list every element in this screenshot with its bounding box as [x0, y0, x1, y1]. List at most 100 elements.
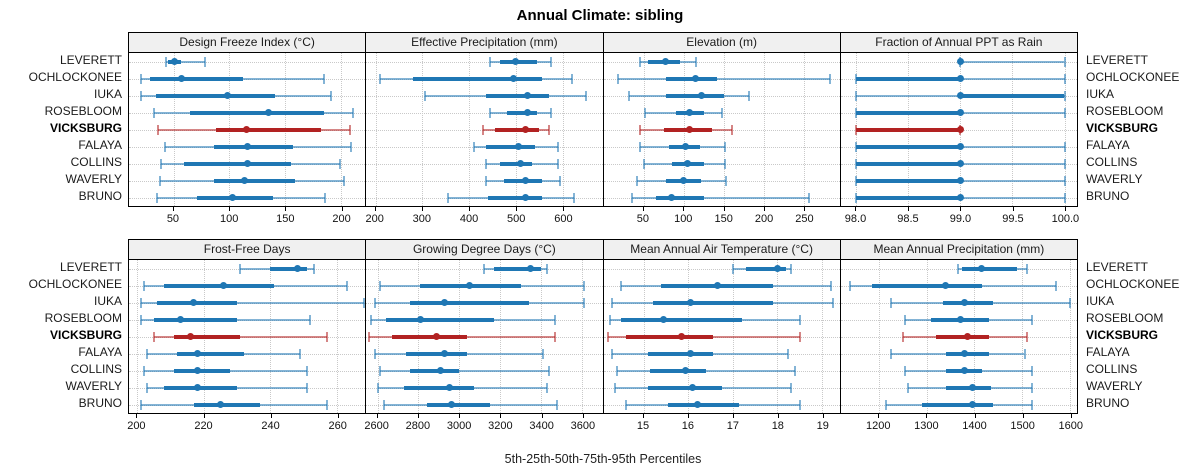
chart-title: Annual Climate: sibling: [516, 7, 684, 24]
whisker-end-cap: [1063, 141, 1066, 152]
axis-tick-label: 99.0: [949, 213, 972, 225]
site-label-column-left: LEVERETT OCHLOCKONEE IUKA ROSEBLOOM VICKSBUR…: [0, 32, 128, 233]
median-dot: [686, 350, 694, 357]
median-dot: [293, 265, 301, 272]
whisker-end-cap: [638, 56, 641, 67]
whisker-end-cap: [1068, 297, 1071, 308]
site-label: COLLINS: [70, 361, 122, 376]
whisker-end-cap: [615, 365, 618, 376]
interquartile-bar: [190, 110, 324, 115]
median-dot: [681, 143, 689, 150]
interquartile-bar: [406, 351, 468, 356]
whisker-end-cap: [731, 263, 734, 274]
whisker-end-cap: [1054, 280, 1057, 291]
median-dot: [660, 316, 668, 323]
median-dot: [956, 160, 964, 167]
panel-plot-area: [602, 260, 841, 414]
panel-title: Mean Annual Precipitation (mm): [839, 239, 1078, 260]
site-label: VICKSBURG: [49, 120, 122, 135]
whisker-end-cap: [139, 297, 142, 308]
whisker-end-cap: [855, 90, 858, 101]
whisker-line: [140, 301, 364, 304]
whisker-end-cap: [1030, 314, 1033, 325]
panel-fraction-of-annual-ppt-as-rain: Fraction of Annual PPT as Rain 98.0 98.5 99…: [839, 32, 1079, 233]
site-label: WAVERLY: [1086, 171, 1143, 186]
whisker-end-cap: [606, 331, 609, 342]
axis-tick: [687, 414, 689, 418]
panel-plot-area: [128, 53, 367, 207]
whisker-end-cap: [1063, 56, 1066, 67]
axis-tick: [337, 414, 339, 418]
whisker-end-cap: [636, 175, 639, 186]
axis-tick-label: 1200: [866, 420, 891, 432]
axis-tick-label: 1300: [914, 420, 939, 432]
axis-tick: [822, 414, 824, 418]
x-axis: 1200 1300 1400 1500 1600: [840, 414, 1083, 440]
median-dot: [243, 160, 251, 167]
whisker-end-cap: [1030, 399, 1033, 410]
whisker-end-cap: [889, 297, 892, 308]
x-axis: 15 16 17 18 19: [603, 414, 841, 440]
whisker-end-cap: [644, 107, 647, 118]
axis-tick-label: 1400: [962, 420, 987, 432]
whisker-end-cap: [546, 263, 549, 274]
median-dot: [693, 401, 701, 408]
axis-tick-label: 18: [771, 420, 784, 432]
interquartile-bar: [856, 144, 961, 149]
whisker-end-cap: [239, 263, 242, 274]
whisker-end-cap: [829, 280, 832, 291]
interquartile-bar: [648, 385, 722, 390]
median-dot: [177, 75, 185, 82]
axis-tick: [1070, 414, 1072, 418]
interquartile-bar: [155, 93, 275, 98]
whisker-end-cap: [323, 73, 326, 84]
horizontal-gridline: [366, 163, 603, 165]
whisker-end-cap: [152, 331, 155, 342]
whisker-end-cap: [306, 382, 309, 393]
whisker-end-cap: [583, 280, 586, 291]
whisker-end-cap: [142, 365, 145, 376]
whisker-end-cap: [789, 382, 792, 393]
axis-tick-label: 500: [507, 213, 526, 225]
axis-tick-label: 99.5: [1002, 213, 1024, 225]
median-dot: [217, 401, 224, 408]
axis-tick-label: 98.0: [844, 213, 867, 225]
whisker-end-cap: [140, 90, 143, 101]
site-label: COLLINS: [70, 154, 122, 169]
panel-row-2: LEVERETT OCHLOCKONEE IUKA ROSEBLOOM VICKSBUR…: [0, 239, 1200, 440]
site-label-column-right: LEVERETT OCHLOCKONEE IUKA ROSEBLOOM VICKSBUR…: [1078, 239, 1200, 440]
x-axis: 2600 2800 3000 3200 3400 3600: [364, 414, 603, 440]
whisker-end-cap: [349, 141, 352, 152]
median-dot: [682, 367, 690, 374]
panel-mean-annual-air-temperature-c: Mean Annual Air Temperature (°C) 15 16 17 18…: [602, 239, 841, 440]
axis-tick: [516, 207, 518, 211]
whisker-end-cap: [139, 314, 142, 325]
axis-tick-label: 220: [194, 420, 213, 432]
whisker-end-cap: [338, 158, 341, 169]
whisker-end-cap: [1063, 90, 1066, 101]
whisker-end-cap: [798, 331, 801, 342]
median-dot: [521, 177, 529, 184]
interquartile-bar: [153, 317, 238, 322]
whisker-end-cap: [139, 399, 142, 410]
axis-tick: [563, 207, 565, 211]
axis-tick-label: 3000: [446, 420, 472, 432]
axis-tick-label: 98.5: [897, 213, 919, 225]
interquartile-bar: [668, 402, 740, 407]
site-label: OCHLOCKONEE: [28, 276, 122, 291]
panel-title: Effective Precipitation (mm): [365, 32, 604, 53]
axis-tick-label: 19: [816, 420, 829, 432]
panel-title: Growing Degree Days (°C): [365, 239, 604, 260]
interquartile-bar: [385, 317, 495, 322]
axis-tick-label: 400: [459, 213, 479, 225]
whisker-end-cap: [329, 90, 332, 101]
whisker-end-cap: [325, 331, 328, 342]
whisker-end-cap: [1063, 175, 1066, 186]
median-dot: [243, 143, 251, 150]
median-dot: [689, 384, 697, 391]
axis-tick: [374, 207, 376, 211]
panel-grid: LEVERETT OCHLOCKONEE IUKA ROSEBLOOM VICKSBUR…: [0, 32, 1200, 440]
median-dot: [416, 316, 424, 323]
interquartile-bar: [413, 76, 542, 81]
horizontal-gridline: [603, 61, 840, 63]
